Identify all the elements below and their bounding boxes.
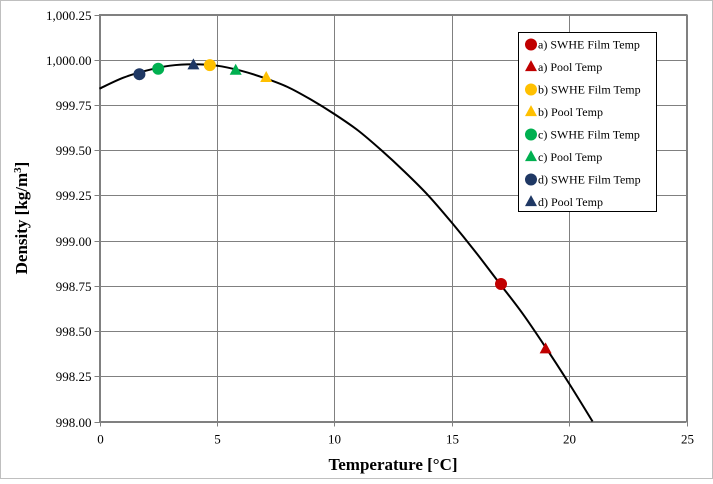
legend-label: c) SWHE Film Temp xyxy=(538,128,640,142)
x-tick-label: 5 xyxy=(214,432,221,447)
legend-label: d) SWHE Film Temp xyxy=(538,173,641,187)
plot-area-border xyxy=(99,14,687,422)
legend-items: a) SWHE Film Temp a) Pool Temp b) SWHE Fil… xyxy=(525,38,641,209)
legend-label: a) Pool Temp xyxy=(538,60,602,74)
x-axis-title: Temperature [°C] xyxy=(328,455,457,474)
legend-triangle-marker xyxy=(525,105,537,117)
y-tick-label: 999.50 xyxy=(56,143,92,158)
y-axis-title-superscript: 3 xyxy=(12,167,24,173)
y-tick-label: 998.50 xyxy=(56,324,92,339)
y-tick-label: 1,000.25 xyxy=(46,8,92,23)
grid-lines xyxy=(94,14,688,427)
data-point-triangle xyxy=(187,58,200,70)
legend-circle-marker xyxy=(525,173,537,186)
y-tick-label: 998.25 xyxy=(56,369,92,384)
y-axis-title-main: Density [kg/m xyxy=(12,173,31,275)
data-point-circle xyxy=(495,278,508,291)
legend-label: c) Pool Temp xyxy=(538,150,602,164)
y-tick-label: 998.75 xyxy=(56,279,92,294)
density-curve xyxy=(99,63,594,423)
data-point-circle xyxy=(152,62,165,75)
data-point-triangle xyxy=(539,342,552,354)
x-tick-label: 10 xyxy=(328,432,341,447)
legend-circle-marker xyxy=(525,128,537,141)
data-point-circle xyxy=(133,68,146,81)
data-point-circle xyxy=(203,59,216,72)
data-markers xyxy=(133,58,552,354)
legend-label: d) Pool Temp xyxy=(538,195,603,209)
x-tick-label: 25 xyxy=(681,432,694,447)
legend-triangle-marker xyxy=(525,195,537,207)
legend-circle-marker xyxy=(525,38,537,51)
legend-label: a) SWHE Film Temp xyxy=(538,38,640,52)
density-curve-group xyxy=(99,63,594,423)
y-tick-label: 999.75 xyxy=(56,98,92,113)
tick-labels: 998.00 998.25 998.50 998.75 999.00 999.25 999.… xyxy=(46,8,694,447)
x-tick-label: 15 xyxy=(446,432,459,447)
y-tick-label: 1,000.00 xyxy=(46,53,92,68)
legend: a) SWHE Film Temp a) Pool Temp b) SWHE Fil… xyxy=(518,32,657,212)
y-axis-title: Density [kg/m3] xyxy=(12,162,31,275)
data-point-triangle xyxy=(229,63,242,75)
legend-box xyxy=(518,32,657,212)
legend-label: b) SWHE Film Temp xyxy=(538,83,641,97)
legend-triangle-marker xyxy=(525,150,537,162)
x-tick-label: 20 xyxy=(563,432,576,447)
x-tick-label: 0 xyxy=(97,432,104,447)
legend-label: b) Pool Temp xyxy=(538,105,603,119)
y-tick-label: 998.00 xyxy=(56,415,92,430)
y-axis-title-end: ] xyxy=(12,162,31,168)
y-tick-label: 999.00 xyxy=(56,234,92,249)
legend-triangle-marker xyxy=(525,60,537,72)
data-point-triangle xyxy=(260,70,273,82)
y-tick-label: 999.25 xyxy=(56,188,92,203)
legend-circle-marker xyxy=(525,83,537,96)
